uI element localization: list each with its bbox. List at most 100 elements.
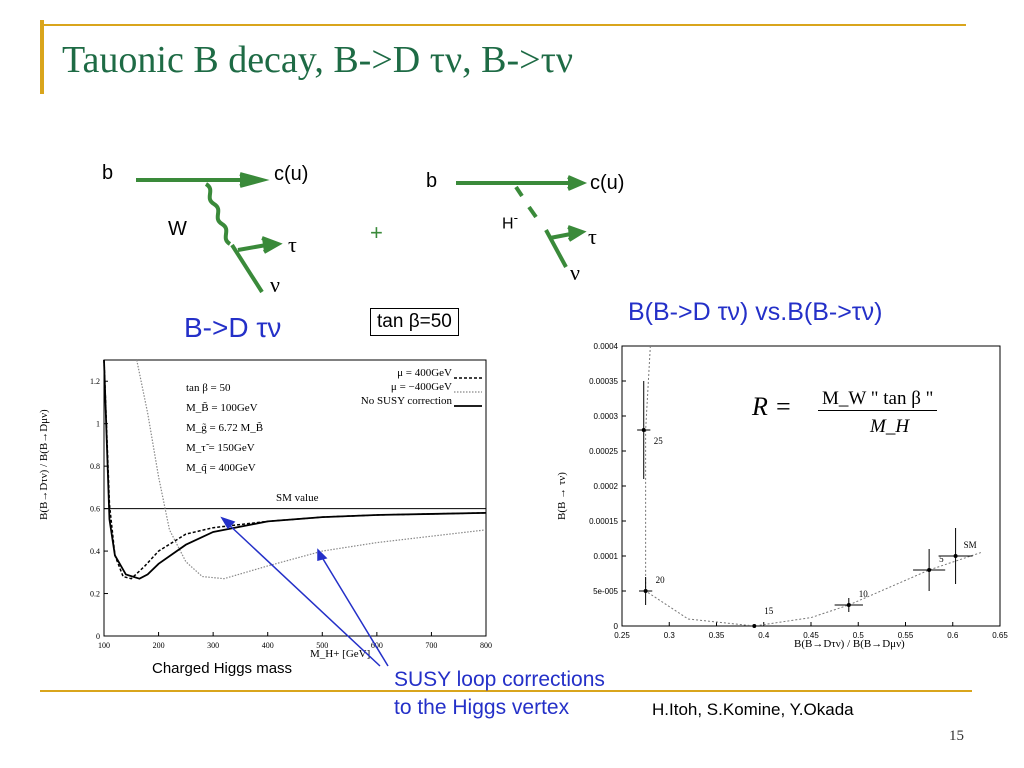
higgs-dash-1 — [514, 185, 524, 198]
label-nu-left: ν — [270, 272, 280, 297]
left-heading: B->D τν — [184, 312, 282, 343]
data-point — [643, 589, 648, 593]
plus-sign: + — [370, 220, 383, 245]
legend-1: μ = −400GeV — [390, 381, 452, 393]
series-line — [103, 359, 487, 580]
left-chart-legend: μ = 400GeV μ = −400GeV No SUSY correctio… — [360, 366, 452, 408]
guide-curve — [645, 345, 982, 627]
point-label: 25 — [654, 436, 664, 446]
data-point — [752, 624, 757, 628]
x-tick-label: 0.55 — [898, 631, 914, 640]
param-1: M_B̃ = 100GeV — [186, 402, 258, 414]
label-b-left: b — [102, 162, 114, 184]
label-w: W — [168, 218, 187, 240]
left-chart-params: tan β = 50 M_B̃ = 100GeV M_g̃ = 6.72 M_B… — [186, 378, 263, 478]
label-c-right: c(u) — [590, 172, 625, 194]
y-tick-label: 5e-005 — [593, 587, 618, 596]
arrow-to-curve-1 — [225, 521, 381, 667]
label-h: H- — [502, 210, 518, 233]
formula-lhs: R = — [752, 392, 792, 421]
x-tick-label: 600 — [371, 641, 383, 650]
x-tick-label: 200 — [153, 641, 165, 650]
left-xlabel: M_H+ [GeV] — [310, 648, 371, 660]
left-chart: 100 200 300 400 500 600 700 800 0 0.2 0.4 0.6 0.8 1 1.… — [90, 359, 492, 650]
label-tau-left: τ — [288, 232, 297, 257]
y-tick-label: 0.0003 — [594, 412, 619, 421]
x-tick-label: 0.45 — [803, 631, 819, 640]
x-tick-label: 0.25 — [614, 631, 630, 640]
y-tick-label: 0.6 — [90, 505, 100, 514]
arrow-right-c — [567, 175, 588, 191]
arrow-right-tau — [567, 225, 587, 242]
caption-charged-higgs: Charged Higgs mass — [152, 660, 293, 677]
point-label: 15 — [764, 606, 774, 616]
arrow-left-tau — [261, 236, 283, 254]
point-label: 20 — [656, 575, 666, 585]
label-h-sup: - — [513, 210, 519, 225]
nu-line-left — [230, 243, 264, 294]
arrowhead-1 — [220, 516, 236, 530]
x-tick-label: 0.35 — [709, 631, 725, 640]
x-tick-label: 0.4 — [758, 631, 770, 640]
y-tick-label: 1.2 — [90, 377, 100, 386]
data-point — [927, 568, 932, 572]
label-tau-right: τ — [588, 224, 597, 249]
y-tick-label: 0.00015 — [589, 517, 618, 526]
higgs-dash-2 — [527, 205, 538, 219]
x-tick-label: 500 — [316, 641, 328, 650]
feynman-diagrams — [136, 172, 588, 294]
formula-num: M_W " tan β " — [818, 388, 938, 411]
series-line — [136, 359, 487, 580]
x-tick-label: 0.3 — [664, 631, 676, 640]
right-chart: 0.25 0.3 0.35 0.4 0.45 0.5 0.55 0.6 0.65 0 5e-005 0… — [589, 342, 1008, 640]
caption-susy-line1: SUSY loop corrections — [394, 668, 605, 691]
point-label: 10 — [859, 589, 869, 599]
x-tick-label: 100 — [98, 641, 110, 650]
y-tick-label: 0.0004 — [594, 342, 619, 351]
y-tick-label: 0.0002 — [594, 482, 619, 491]
arrow-to-curve-2 — [319, 553, 389, 667]
w-boson — [204, 182, 232, 246]
y-tick-label: 0.00025 — [589, 447, 618, 456]
right-heading: B(B->D τν) vs.B(B->τν) — [628, 298, 883, 326]
right-xlabel: B(B→Dτν) / B(B→Dμν) — [794, 638, 905, 650]
data-point — [953, 554, 958, 558]
arrow-left-c — [239, 172, 270, 188]
x-tick-label: 300 — [207, 641, 219, 650]
arrowhead-2 — [317, 548, 328, 561]
label-b-right: b — [426, 170, 438, 192]
right-plot-frame — [621, 345, 1001, 627]
legend-2: No SUSY correction — [360, 395, 452, 407]
y-tick-label: 0.00035 — [589, 377, 618, 386]
top-rule — [40, 24, 966, 26]
y-tick-label: 0.0001 — [594, 552, 619, 561]
label-c-left: c(u) — [274, 163, 309, 185]
formula-den: M_H — [870, 416, 910, 437]
param-2: M_g̃ = 6.72 M_B̃ — [186, 422, 264, 434]
label-h-text: H — [502, 215, 514, 233]
data-point — [846, 603, 851, 607]
y-tick-label: 0.2 — [90, 590, 100, 599]
x-tick-label: 400 — [262, 641, 274, 650]
x-tick-label: 0.6 — [947, 631, 959, 640]
nu-line-right — [544, 229, 568, 268]
legend-0: μ = 400GeV — [397, 367, 452, 379]
data-point — [641, 428, 646, 432]
x-tick-label: 800 — [480, 641, 492, 650]
slide-number: 15 — [949, 728, 964, 744]
param-3: M_τ̃ = 150GeV — [186, 442, 255, 454]
x-tick-label: 0.5 — [853, 631, 865, 640]
tan-beta-box: tan β=50 — [370, 308, 459, 336]
slide-title: Tauonic B decay, B->D τν, B->τν — [62, 39, 574, 81]
x-tick-label: 700 — [425, 641, 437, 650]
param-4: M_q̃ = 400GeV — [186, 462, 256, 474]
y-tick-label: 1 — [96, 420, 100, 429]
y-tick-label: 0.8 — [90, 462, 100, 471]
param-0: tan β = 50 — [186, 382, 231, 394]
y-tick-label: 0 — [96, 632, 100, 641]
point-label: 5 — [939, 554, 944, 564]
bottom-rule — [40, 690, 972, 692]
left-vertical-rule — [40, 20, 44, 94]
sm-value-label: SM value — [276, 492, 319, 504]
